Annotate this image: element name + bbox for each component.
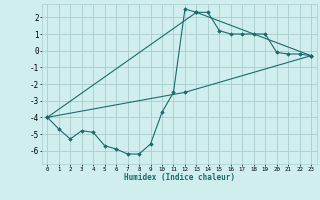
X-axis label: Humidex (Indice chaleur): Humidex (Indice chaleur) [124,173,235,182]
